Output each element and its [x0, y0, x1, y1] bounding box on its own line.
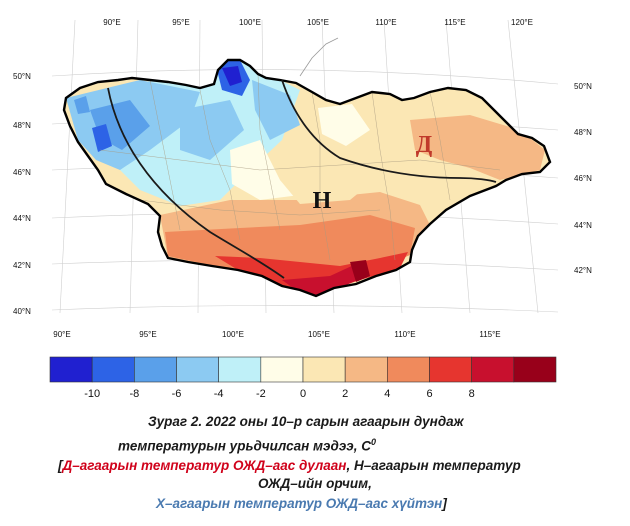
colorbar-label: 6 — [426, 388, 432, 400]
colorbar-swatch — [91, 356, 135, 383]
tick-label: 110°E — [375, 18, 396, 27]
colorbar: -10 -8 -6 -4 -2 0 2 4 6 8 — [49, 356, 557, 400]
colorbar-swatch — [513, 356, 557, 383]
caption-bracket-open: [ — [58, 458, 63, 473]
colorbar-swatch — [218, 356, 262, 383]
temperature-anomaly-map: Н Д 90°E 95°E 100°E 105°E 110°E 115°E 12… — [13, 18, 593, 400]
zone-boundaries — [107, 79, 497, 279]
tick-label: 110°E — [394, 330, 415, 339]
tick-label: 40°N — [13, 307, 31, 316]
right-lat-ticks: 50°N 48°N 46°N 44°N 42°N — [574, 82, 592, 275]
left-lat-ticks: 50°N 48°N 46°N 44°N 42°N 40°N — [13, 72, 31, 316]
tick-label: 105°E — [308, 330, 330, 339]
tick-label: 120°E — [511, 18, 533, 27]
tick-label: 44°N — [13, 214, 31, 223]
tick-label: 46°N — [574, 174, 592, 183]
colorbar-label: 4 — [384, 388, 390, 400]
tick-label: 100°E — [222, 330, 244, 339]
neighbor-borders — [299, 37, 339, 77]
anomaly-field — [64, 60, 550, 296]
colorbar-label: -10 — [84, 388, 100, 400]
tick-label: 46°N — [13, 168, 31, 177]
tick-label: 90°E — [53, 330, 70, 339]
colorbar-label: 2 — [342, 388, 348, 400]
colorbar-swatch — [344, 356, 388, 383]
colorbar-swatch — [260, 356, 304, 383]
colorbar-label: -2 — [256, 388, 266, 400]
colorbar-label: 0 — [300, 388, 306, 400]
caption-degree-sup: 0 — [371, 437, 377, 447]
colorbar-label: -8 — [129, 388, 139, 400]
tick-label: 50°N — [574, 82, 592, 91]
tick-label: 50°N — [13, 72, 31, 81]
tick-label: 105°E — [307, 18, 329, 27]
colorbar-swatch — [471, 356, 515, 383]
tick-label: 100°E — [239, 18, 261, 27]
colorbar-swatch — [134, 356, 177, 383]
colorbar-swatch — [429, 356, 472, 383]
colorbar-label: -4 — [214, 388, 224, 400]
colorbar-label: -6 — [172, 388, 182, 400]
caption-bracket-close: ] — [442, 496, 447, 511]
caption-warm-text: Д–агаарын температур ОЖД–аас дулаан — [62, 458, 347, 473]
caption-line-2: температурын урьдчилсан мэдээ, С0 — [118, 432, 376, 457]
bottom-lon-ticks: 90°E 95°E 100°E 105°E 110°E 115°E — [53, 330, 500, 339]
caption-line-1: Зураг 2. 2022 оны 10–р сарын агаарын дун… — [148, 414, 464, 429]
colorbar-swatch — [49, 356, 93, 383]
caption-cold-text: Х–агаарын температур ОЖД–аас хүйтэн — [156, 496, 443, 511]
tick-label: 44°N — [574, 221, 592, 230]
top-lon-ticks: 90°E 95°E 100°E 105°E 110°E 115°E 120°E — [103, 18, 533, 27]
caption-line-5: Х–агаарын температур ОЖД–аас хүйтэн] — [156, 494, 447, 514]
colorbar-swatch — [176, 356, 219, 383]
colorbar-swatch — [387, 356, 430, 383]
tick-label: 48°N — [13, 121, 31, 130]
tick-label: 95°E — [139, 330, 156, 339]
caption-line-4: ОЖД–ийн орчим, — [258, 476, 372, 491]
tick-label: 48°N — [574, 128, 592, 137]
caption-normal-text: , Н–агаарын температур — [346, 458, 521, 473]
colorbar-swatch — [302, 356, 346, 383]
caption-line-3: [Д–агаарын температур ОЖД–аас дулаан, Н–… — [58, 456, 521, 476]
colorbar-label: 8 — [469, 388, 475, 400]
caption-line-2-text: температурын урьдчилсан мэдээ, С — [118, 438, 371, 454]
zone-label-warm: Д — [416, 132, 433, 158]
tick-label: 90°E — [103, 18, 120, 27]
tick-label: 115°E — [444, 18, 465, 27]
tick-label: 42°N — [574, 266, 592, 275]
tick-label: 115°E — [479, 330, 500, 339]
tick-label: 95°E — [172, 18, 189, 27]
zone-label-normal: Н — [313, 188, 332, 214]
province-borders — [99, 73, 501, 261]
tick-label: 42°N — [13, 261, 31, 270]
